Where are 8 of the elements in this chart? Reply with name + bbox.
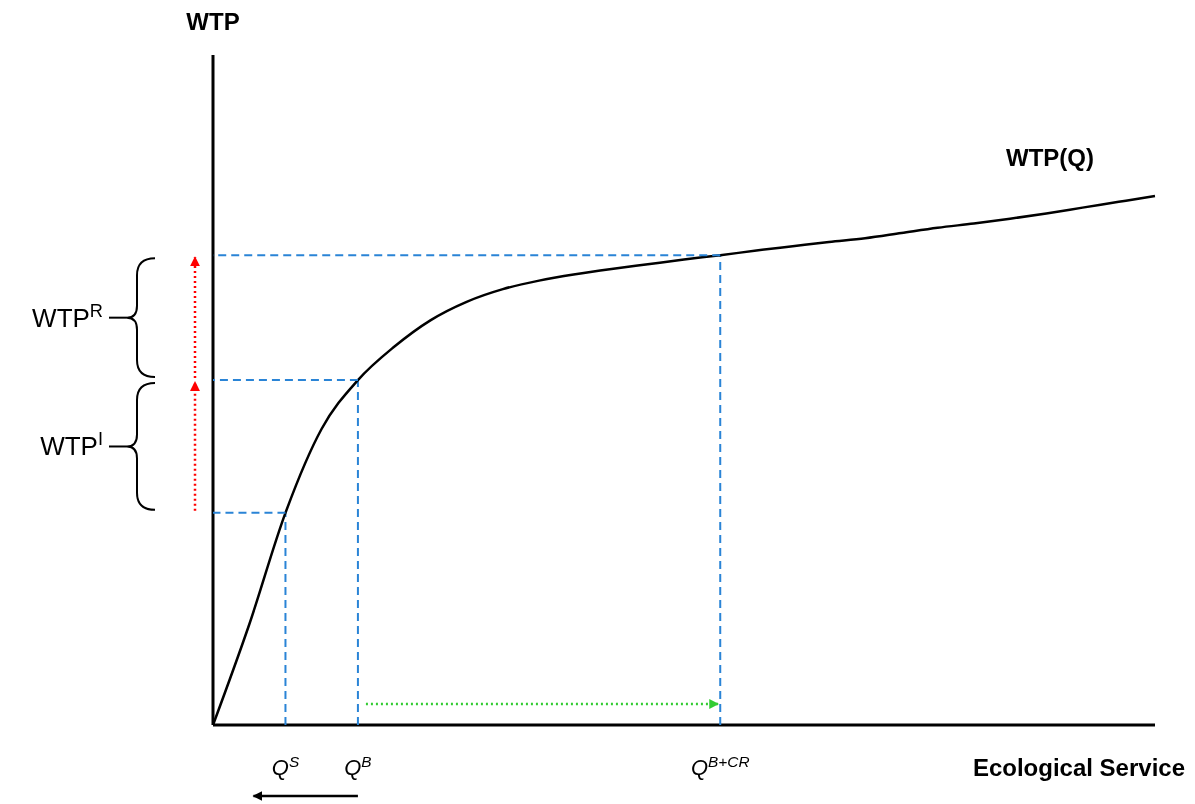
text: WTP$^{I}$ xyxy=(40,429,103,462)
text: WTP$^{R}$ xyxy=(32,300,103,333)
x-tick-label: Q$^{B}$ xyxy=(344,752,372,780)
series-label: WTP(Q) xyxy=(1006,144,1094,171)
x-axis-title: Ecological Service xyxy=(972,754,1185,781)
x-tick-label: Q$^{B+CR}$ xyxy=(690,752,750,780)
text: WTP xyxy=(186,8,240,35)
x-tick-label: Q$^{S}$ xyxy=(271,752,300,780)
